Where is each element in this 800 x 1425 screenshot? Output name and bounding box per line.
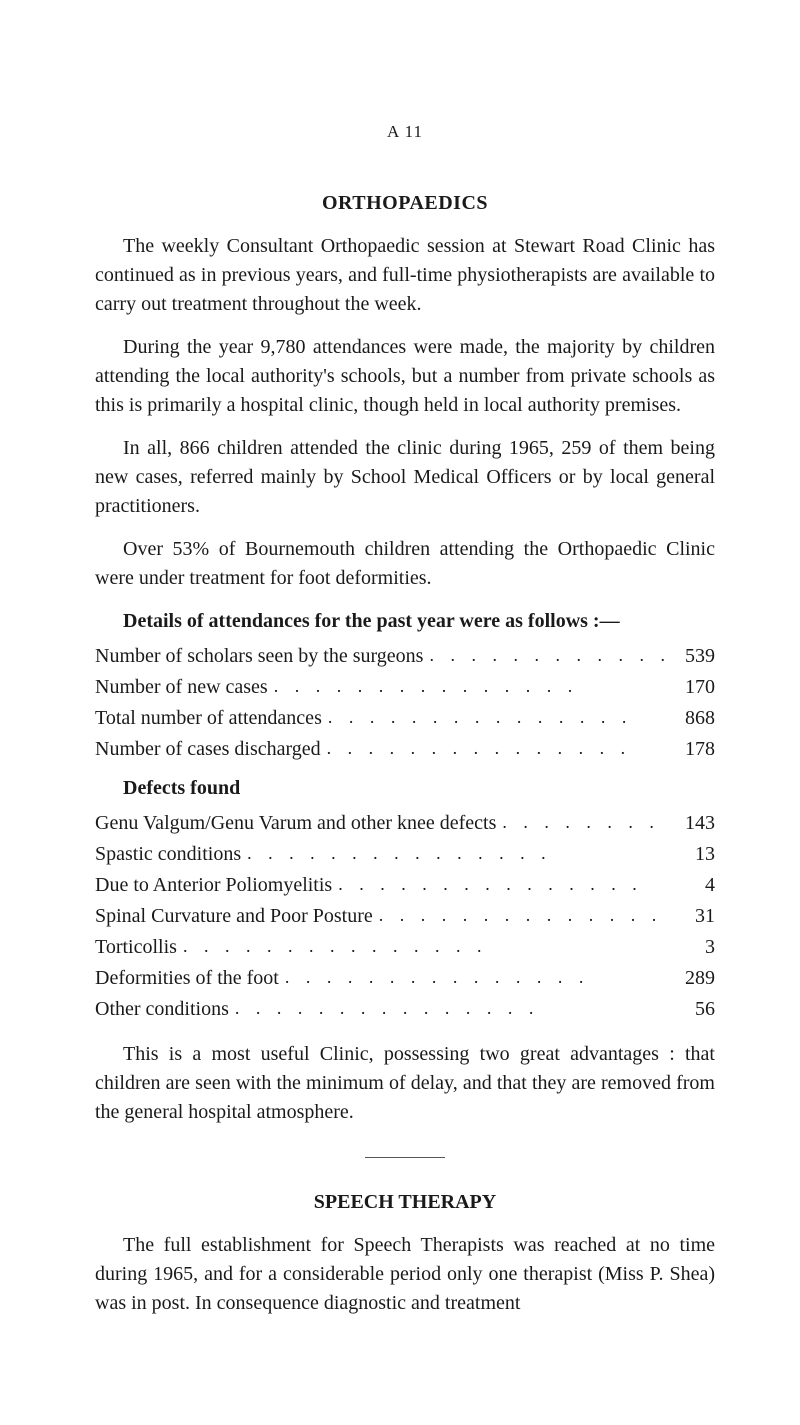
- leader-dots: . . . . . . . . . . . . . . .: [279, 964, 665, 990]
- attendance-stats: Number of scholars seen by the surgeons …: [95, 642, 715, 764]
- stat-row: Total number of attendances . . . . . . …: [95, 704, 715, 733]
- section-divider: [365, 1157, 445, 1158]
- page-marker: A 11: [95, 120, 715, 145]
- stat-row: Spinal Curvature and Poor Posture . . . …: [95, 902, 715, 931]
- stat-value: 3: [665, 933, 715, 962]
- stat-row: Torticollis . . . . . . . . . . . . . . …: [95, 933, 715, 962]
- leader-dots: . . . . . . . . . . . . . . .: [373, 902, 665, 928]
- stat-label: Spastic conditions: [95, 840, 241, 869]
- stat-value: 539: [665, 642, 715, 671]
- stat-label: Other conditions: [95, 995, 229, 1024]
- leader-dots: . . . . . . . . . . . . . . .: [229, 995, 665, 1021]
- stat-row: Other conditions . . . . . . . . . . . .…: [95, 995, 715, 1024]
- speech-paragraph-1: The full establishment for Speech Therap…: [95, 1231, 715, 1318]
- stat-row: Number of new cases . . . . . . . . . . …: [95, 673, 715, 702]
- orthopaedics-heading: ORTHOPAEDICS: [95, 189, 715, 218]
- leader-dots: . . . . . . . . . . . . . . .: [177, 933, 665, 959]
- stat-label: Spinal Curvature and Poor Posture: [95, 902, 373, 931]
- ortho-closing-paragraph: This is a most useful Clinic, possessing…: [95, 1040, 715, 1127]
- stat-value: 868: [665, 704, 715, 733]
- stat-value: 56: [665, 995, 715, 1024]
- stat-label: Due to Anterior Poliomyelitis: [95, 871, 332, 900]
- stat-label: Total number of attendances: [95, 704, 322, 733]
- stat-value: 31: [665, 902, 715, 931]
- stat-row: Due to Anterior Poliomyelitis . . . . . …: [95, 871, 715, 900]
- stat-row: Number of cases discharged . . . . . . .…: [95, 735, 715, 764]
- leader-dots: . . . . . . . . . . . . . . .: [241, 840, 665, 866]
- stat-value: 13: [665, 840, 715, 869]
- defects-stats: Genu Valgum/Genu Varum and other knee de…: [95, 809, 715, 1024]
- ortho-paragraph-3: In all, 866 children attended the clinic…: [95, 434, 715, 521]
- ortho-paragraph-4: Over 53% of Bournemouth children attendi…: [95, 535, 715, 593]
- leader-dots: . . . . . . . . . . . . . . .: [268, 673, 665, 699]
- leader-dots: . . . . . . . . . . . . . . .: [332, 871, 665, 897]
- leader-dots: . . . . . . . . . . . . . . .: [322, 704, 665, 730]
- ortho-paragraph-2: During the year 9,780 attendances were m…: [95, 333, 715, 420]
- stat-value: 178: [665, 735, 715, 764]
- details-heading: Details of attendances for the past year…: [95, 607, 715, 636]
- stat-value: 4: [665, 871, 715, 900]
- leader-dots: . . . . . . . . . . . . . . .: [423, 642, 665, 668]
- leader-dots: . . . . . . . . . . . . . . .: [496, 809, 665, 835]
- stat-label: Torticollis: [95, 933, 177, 962]
- stat-row: Genu Valgum/Genu Varum and other knee de…: [95, 809, 715, 838]
- stat-value: 289: [665, 964, 715, 993]
- stat-value: 143: [665, 809, 715, 838]
- stat-row: Deformities of the foot . . . . . . . . …: [95, 964, 715, 993]
- stat-label: Number of scholars seen by the surgeons: [95, 642, 423, 671]
- stat-label: Genu Valgum/Genu Varum and other knee de…: [95, 809, 496, 838]
- document-page: A 11 ORTHOPAEDICS The weekly Consultant …: [0, 0, 800, 1392]
- stat-label: Deformities of the foot: [95, 964, 279, 993]
- leader-dots: . . . . . . . . . . . . . . .: [321, 735, 665, 761]
- stat-row: Number of scholars seen by the surgeons …: [95, 642, 715, 671]
- stat-label: Number of cases discharged: [95, 735, 321, 764]
- stat-row: Spastic conditions . . . . . . . . . . .…: [95, 840, 715, 869]
- defects-heading: Defects found: [95, 774, 715, 803]
- speech-therapy-heading: SPEECH THERAPY: [95, 1188, 715, 1217]
- stat-label: Number of new cases: [95, 673, 268, 702]
- ortho-paragraph-1: The weekly Consultant Orthopaedic sessio…: [95, 232, 715, 319]
- stat-value: 170: [665, 673, 715, 702]
